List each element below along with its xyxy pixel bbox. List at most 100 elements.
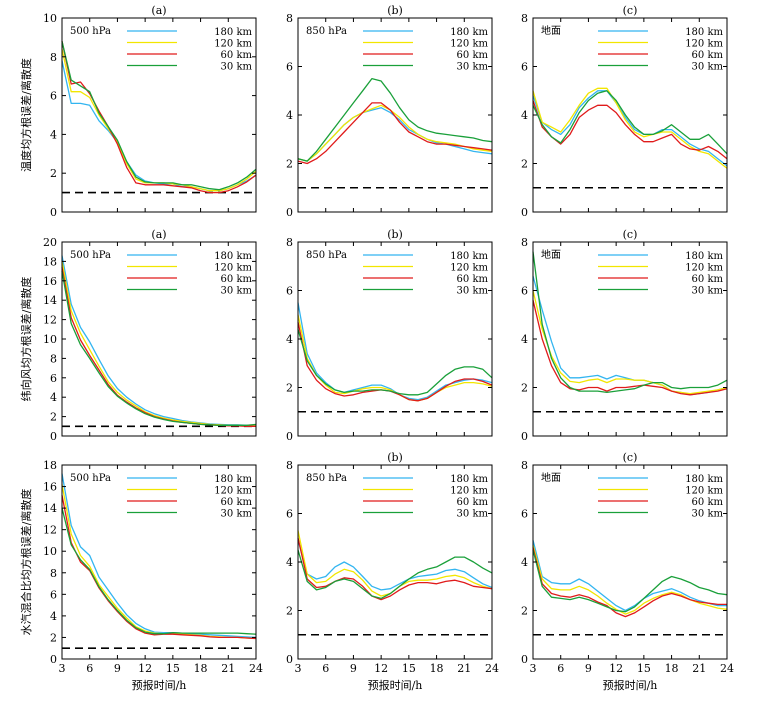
y-tick-label: 6 <box>521 285 528 298</box>
series-line-60-km <box>297 321 493 402</box>
legend-label: 60 km <box>692 50 724 61</box>
x-tick-label: 24 <box>485 662 499 675</box>
x-tick-label: 18 <box>194 662 208 675</box>
panel-title: (c) <box>623 4 638 17</box>
panel-annotation: 500 hPa <box>70 250 111 261</box>
x-tick-label: 24 <box>249 662 263 675</box>
panel-title: (b) <box>387 228 403 241</box>
legend-label: 180 km <box>450 251 488 262</box>
x-tick-label: 12 <box>609 662 623 675</box>
x-tick-label: 12 <box>138 662 152 675</box>
legend-label: 30 km <box>692 286 724 297</box>
series-line-30-km <box>61 270 257 426</box>
y-tick-label: 0 <box>286 653 293 666</box>
y-tick-label: 18 <box>43 255 57 268</box>
y-tick-label: 4 <box>50 391 57 404</box>
y-tick-label: 16 <box>43 481 57 494</box>
y-tick-label: 6 <box>521 508 528 521</box>
panel-title: (b) <box>387 4 403 17</box>
series-line-30-km <box>61 507 257 635</box>
x-tick-label: 6 <box>322 662 329 675</box>
legend-label: 30 km <box>221 509 253 520</box>
series-line-180-km <box>297 540 493 591</box>
series-line-120-km <box>297 314 493 402</box>
panel-annotation: 地面 <box>541 24 561 37</box>
legend-label: 180 km <box>450 474 488 485</box>
y-tick-label: 12 <box>43 524 57 537</box>
y-tick-label: 2 <box>286 605 293 618</box>
y-tick-label: 2 <box>286 158 293 171</box>
y-tick-label: 6 <box>521 61 528 74</box>
series-line-60-km <box>532 100 728 160</box>
panel-title: (a) <box>151 4 166 17</box>
legend-label: 30 km <box>457 62 489 73</box>
legend-label: 30 km <box>692 62 724 73</box>
series-line-60-km <box>532 547 727 618</box>
y-tick-label: 2 <box>50 411 57 424</box>
y-tick-label: 8 <box>286 236 293 249</box>
y-tick-label: 8 <box>50 51 57 64</box>
series-line-30-km <box>532 549 728 613</box>
legend-label: 30 km <box>221 286 253 297</box>
x-tick-label: 18 <box>665 662 679 675</box>
series-line-180-km <box>61 60 257 192</box>
panel-annotation: 地面 <box>541 248 561 261</box>
y-tick-label: 8 <box>521 236 528 249</box>
panel-annotation: 地面 <box>541 471 561 484</box>
panel-title: (b) <box>387 451 403 464</box>
series-line-30-km <box>532 251 728 394</box>
legend-label: 60 km <box>221 274 253 285</box>
y-tick-label: 2 <box>50 167 57 180</box>
series-line-30-km <box>61 41 257 191</box>
legend-label: 120 km <box>450 486 488 497</box>
y-tick-label: 8 <box>521 12 528 25</box>
x-tick-label: 21 <box>221 662 235 675</box>
y-tick-label: 12 <box>43 314 57 327</box>
x-tick-label: 6 <box>86 662 93 675</box>
panel-annotation: 500 hPa <box>70 26 111 37</box>
y-tick-label: 6 <box>286 508 293 521</box>
legend-label: 60 km <box>692 497 724 508</box>
y-tick-label: 4 <box>521 556 528 569</box>
x-tick-label: 3 <box>530 662 537 675</box>
y-tick-label: 2 <box>50 631 57 644</box>
y-tick-label: 6 <box>50 372 57 385</box>
x-tick-label: 18 <box>430 662 444 675</box>
x-tick-label: 15 <box>637 662 651 675</box>
x-tick-label: 6 <box>557 662 564 675</box>
series-line-30-km <box>297 329 493 396</box>
legend-label: 120 km <box>685 486 723 497</box>
y-tick-label: 8 <box>50 567 57 580</box>
panel-annotation: 500 hPa <box>70 473 111 484</box>
x-tick-label: 15 <box>166 662 180 675</box>
series-line-30-km <box>297 549 493 600</box>
legend-label: 60 km <box>457 274 489 285</box>
series-line-30-km <box>532 90 728 155</box>
series-line-180-km <box>532 90 728 167</box>
y-tick-label: 0 <box>50 206 57 219</box>
panel-annotation: 850 hPa <box>306 473 347 484</box>
plot-frame <box>61 17 257 213</box>
legend-label: 60 km <box>221 50 253 61</box>
y-tick-label: 8 <box>286 12 293 25</box>
y-tick-label: 6 <box>286 285 293 298</box>
y-tick-label: 4 <box>286 109 293 122</box>
plot-frame <box>61 464 257 660</box>
y-tick-label: 0 <box>521 206 528 219</box>
legend-label: 180 km <box>214 474 252 485</box>
legend-label: 120 km <box>450 39 488 50</box>
y-tick-label: 16 <box>43 275 57 288</box>
series-line-120-km <box>532 544 728 615</box>
panel-title: (a) <box>151 228 166 241</box>
y-tick-label: 0 <box>286 206 293 219</box>
legend-label: 180 km <box>214 251 252 262</box>
x-tick-label: 24 <box>720 662 734 675</box>
y-tick-label: 2 <box>521 158 528 171</box>
x-tick-label: 9 <box>114 662 121 675</box>
